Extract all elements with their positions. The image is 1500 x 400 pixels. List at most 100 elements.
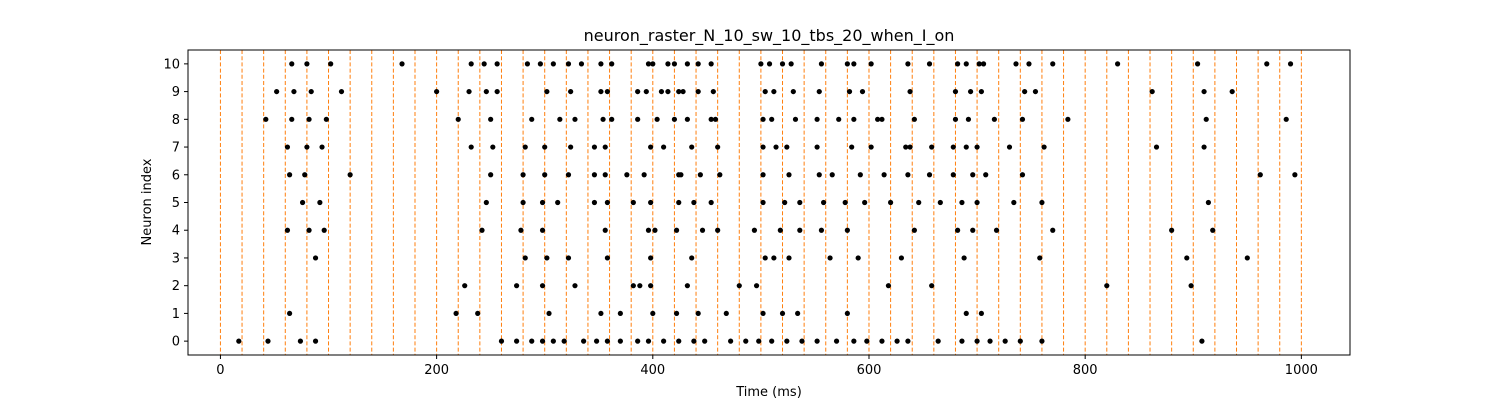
spike-point	[769, 116, 775, 122]
spike-point	[287, 172, 293, 178]
spike-point	[993, 227, 1000, 233]
spike-point	[926, 61, 933, 67]
spike-point	[561, 338, 567, 344]
spike-point	[1287, 61, 1294, 67]
y-tick-label: 7	[172, 141, 180, 156]
spike-point	[1011, 199, 1017, 206]
spike-point	[568, 88, 574, 95]
spike-point	[661, 144, 667, 150]
spike-point	[911, 227, 917, 233]
x-tick-label: 0	[216, 363, 224, 378]
spike-point	[868, 61, 874, 67]
spike-point	[1050, 227, 1056, 233]
spike-point	[676, 199, 682, 206]
spike-point	[708, 61, 714, 67]
spike-point	[635, 88, 641, 95]
y-tick-label: 10	[163, 57, 180, 72]
spike-point	[650, 310, 656, 317]
x-tick-label: 600	[857, 363, 882, 378]
y-tick-label: 2	[172, 279, 180, 294]
spike-point	[673, 227, 680, 233]
spike-point	[970, 227, 976, 233]
spike-point	[1037, 255, 1043, 261]
spike-point	[844, 227, 850, 233]
y-tick-label: 0	[172, 335, 180, 350]
spike-point	[671, 61, 678, 67]
spike-point	[1050, 61, 1056, 67]
spike-point	[827, 255, 833, 261]
spike-point	[955, 227, 961, 233]
spike-point	[274, 88, 280, 95]
spike-point	[898, 255, 905, 261]
spike-point	[784, 144, 790, 150]
spike-point	[851, 116, 857, 122]
spike-point	[546, 310, 552, 317]
spike-point	[652, 227, 658, 233]
spike-point	[284, 144, 291, 150]
spike-point	[952, 116, 959, 122]
spike-point	[1201, 144, 1207, 150]
spike-point	[483, 199, 489, 206]
spike-point	[291, 88, 297, 95]
spike-point	[544, 88, 550, 95]
spike-point	[736, 283, 742, 289]
spike-point	[1149, 88, 1155, 95]
spike-point	[833, 338, 840, 344]
spike-point	[399, 61, 405, 67]
spike-point	[661, 338, 667, 344]
spike-point	[550, 61, 556, 67]
spike-point	[970, 172, 976, 178]
spike-point	[935, 338, 941, 344]
spike-point	[1039, 199, 1045, 206]
spike-point	[1039, 338, 1045, 344]
spike-point	[338, 88, 345, 95]
spike-point	[462, 283, 468, 289]
spike-point	[680, 88, 686, 95]
spike-point	[557, 116, 563, 122]
spike-point	[717, 172, 723, 178]
spike-point	[691, 338, 697, 344]
spike-point	[784, 338, 790, 344]
spike-point	[879, 116, 885, 122]
spike-point	[630, 283, 636, 289]
chart-title: neuron_raster_N_10_sw_10_tbs_20_when_I_o…	[584, 26, 955, 46]
spike-point	[520, 172, 526, 178]
spike-point	[967, 88, 974, 95]
spike-point	[542, 172, 548, 178]
spike-point	[762, 88, 768, 95]
spike-point	[723, 310, 729, 317]
spike-point	[676, 88, 682, 95]
spike-point	[518, 227, 524, 233]
spike-point	[836, 116, 842, 122]
spike-point	[756, 338, 762, 344]
spike-point	[963, 61, 969, 67]
spike-point	[323, 116, 329, 122]
spike-point	[926, 172, 933, 178]
spike-point	[617, 338, 623, 344]
spike-point	[645, 61, 652, 67]
spike-point	[695, 61, 701, 67]
y-tick-label: 8	[172, 113, 180, 128]
spike-point	[879, 338, 885, 344]
spike-point	[468, 61, 474, 67]
spike-point	[818, 61, 825, 67]
spike-point	[306, 116, 312, 122]
spike-point	[347, 172, 353, 178]
spike-point	[537, 61, 543, 67]
spike-point	[786, 255, 792, 261]
spike-point	[671, 116, 678, 122]
spike-point	[976, 61, 982, 67]
spike-point	[1026, 61, 1032, 67]
spike-point	[565, 61, 572, 67]
spike-point	[1257, 172, 1263, 178]
spike-point	[609, 116, 615, 122]
y-tick-label: 6	[172, 168, 180, 183]
spike-point	[1194, 61, 1201, 67]
spike-point	[797, 199, 803, 206]
spike-point	[894, 338, 900, 344]
y-tick-label: 5	[172, 196, 180, 211]
spike-point	[788, 61, 794, 67]
spike-point	[991, 116, 997, 122]
spike-point	[684, 283, 690, 289]
